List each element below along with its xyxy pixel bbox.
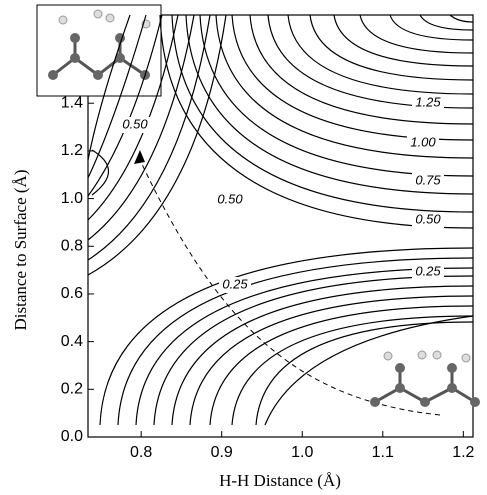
contour-line [268,15,473,108]
h-atoms [384,351,470,362]
atoms [370,363,480,407]
y-tick-label: 0.0 [61,428,83,445]
contour-line [420,15,473,30]
x-tick-label: 0.9 [211,444,233,461]
contour-line [265,316,473,425]
x-tick-label: 0.8 [130,444,152,461]
contour-label: 1.25 [415,94,441,109]
contour-line [310,15,473,80]
y-tick-label: 0.2 [61,381,83,398]
inset-bottom [370,351,480,407]
contour-line [450,15,473,22]
contour-line [334,15,473,66]
arrow-head [134,150,145,164]
y-tick-label: 0.4 [61,333,83,350]
contour-label: 1.00 [410,134,436,149]
contour-label: 0.50 [122,116,148,131]
x-tick-label: 1.1 [372,444,394,461]
contour-label: 0.50 [217,191,243,206]
contour-label: 0.25 [415,263,441,278]
y-axis-title: Distance to Surface (Å) [11,170,30,331]
contour-line [390,15,473,40]
x-tick-label: 1.2 [452,444,474,461]
x-tick-label: 1.0 [291,444,313,461]
bonds [375,368,475,402]
contour-line [210,306,473,425]
contour-label: 0.50 [415,211,441,226]
x-axis-title: H-H Distance (Å) [219,471,341,490]
contour-line [288,15,473,94]
y-tick-label: 1.2 [61,142,83,159]
y-tick-label: 0.6 [61,285,83,302]
contour-line [256,322,473,425]
y-tick-label: 1.0 [61,190,83,207]
contour-label: 0.25 [222,276,248,291]
chart: H-H Distance (Å) Distance to Surface (Å)… [0,0,487,495]
y-tick-label: 1.4 [61,94,83,111]
y-tick-label: 0.8 [61,237,83,254]
contour-label: 0.75 [415,172,441,187]
contour-line [232,316,473,425]
contour-line [232,15,473,140]
contour-line [92,150,109,195]
